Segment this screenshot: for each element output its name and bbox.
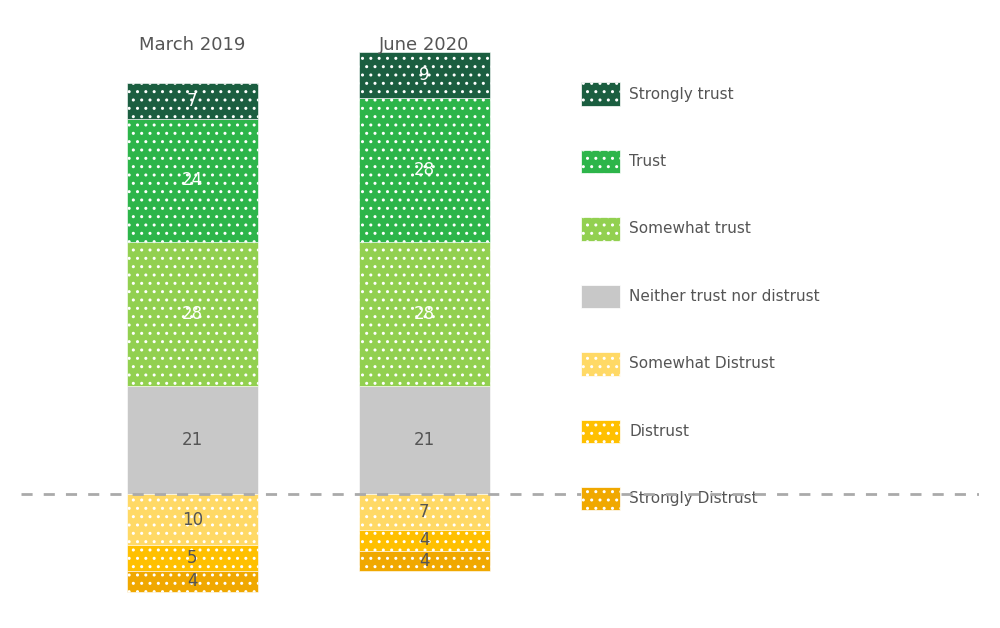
Text: 7: 7 [187,92,198,109]
Bar [127,82,258,119]
Text: 28: 28 [414,161,435,179]
Bar [359,386,490,494]
Text: 4: 4 [187,573,198,590]
Text: Somewhat trust: Somewhat trust [629,222,751,237]
Bar [359,242,490,386]
Text: 28: 28 [414,305,435,323]
Text: 24: 24 [182,171,203,189]
Text: 5: 5 [187,550,198,567]
Text: Distrust: Distrust [629,424,689,439]
Bar [359,98,490,242]
Bar [127,386,258,494]
Bar [359,494,490,530]
Text: Strongly trust: Strongly trust [629,87,734,102]
Text: 28: 28 [182,305,203,323]
Text: 10: 10 [182,511,203,529]
FancyBboxPatch shape [581,82,620,106]
Text: Neither trust nor distrust: Neither trust nor distrust [629,289,820,304]
Bar [127,494,258,546]
Text: 21: 21 [414,431,435,449]
FancyBboxPatch shape [581,217,620,241]
Bar [127,119,258,242]
Bar [127,571,258,592]
Bar [127,546,258,571]
FancyBboxPatch shape [581,284,620,308]
Text: Strongly Distrust: Strongly Distrust [629,491,758,506]
Text: Somewhat Distrust: Somewhat Distrust [629,356,775,371]
Bar [359,530,490,551]
Bar [359,551,490,571]
Text: Trust: Trust [629,154,666,169]
Text: June 2020: June 2020 [379,36,470,54]
Text: 21: 21 [182,431,203,449]
Bar [359,51,490,98]
Text: 7: 7 [419,503,430,521]
FancyBboxPatch shape [581,487,620,511]
FancyBboxPatch shape [581,150,620,173]
FancyBboxPatch shape [581,420,620,443]
Bar [127,242,258,386]
Text: 9: 9 [419,66,430,84]
Text: March 2019: March 2019 [139,36,246,54]
Text: 4: 4 [419,531,430,550]
Text: 4: 4 [419,552,430,570]
FancyBboxPatch shape [581,352,620,376]
